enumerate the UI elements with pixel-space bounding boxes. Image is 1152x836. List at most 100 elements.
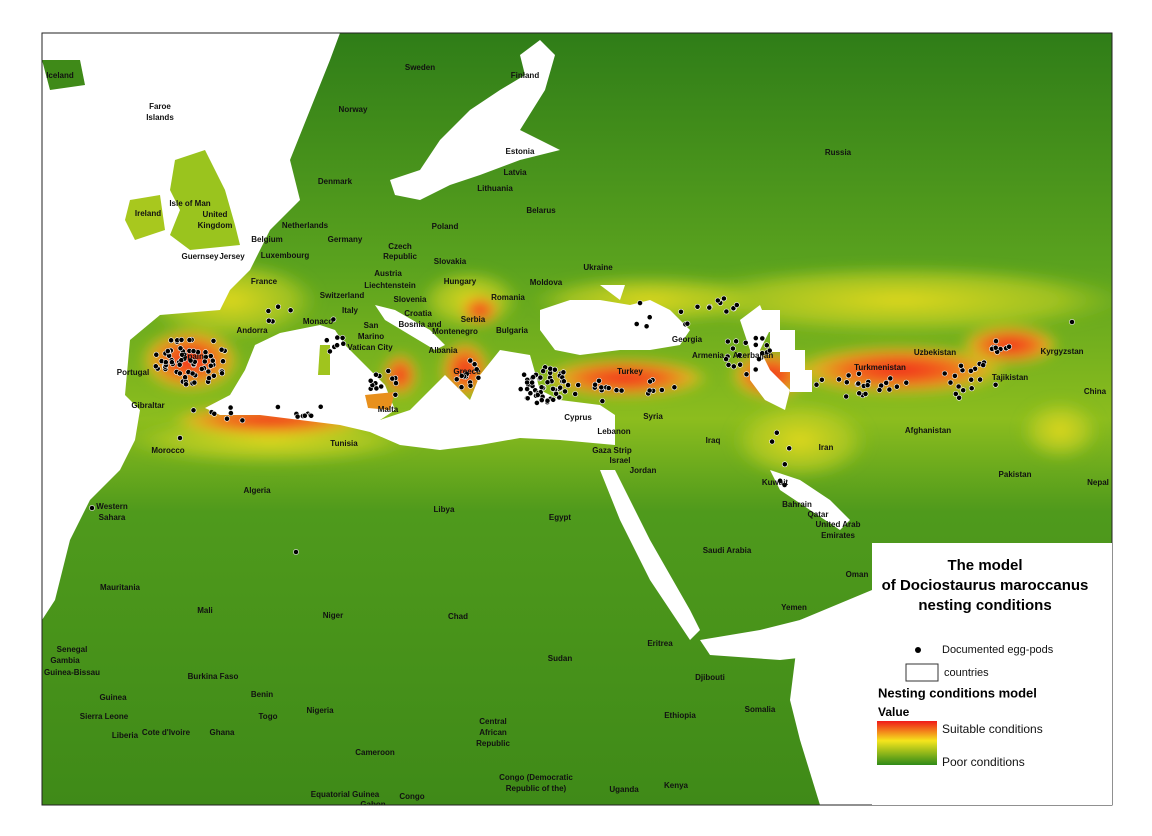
country-label: Liechtenstein	[364, 281, 416, 290]
country-label: Afghanistan	[905, 426, 951, 435]
egg-pod	[201, 358, 208, 365]
legend-country-swatch	[905, 663, 939, 682]
country-label: Morocco	[151, 446, 184, 455]
country-label: Qatar	[808, 510, 829, 519]
country-label: Jordan	[630, 466, 657, 475]
egg-pod	[164, 348, 171, 354]
egg-pod	[956, 394, 962, 401]
country-label: Djibouti	[695, 673, 725, 682]
country-label: Sudan	[548, 654, 573, 663]
egg-pod	[646, 387, 653, 394]
country-label: Gaza Strip	[592, 446, 632, 455]
country-label: Andorra	[236, 326, 268, 335]
country-label: Lebanon	[597, 427, 630, 436]
egg-pod	[958, 362, 964, 369]
country-label: Congo (Democratic	[499, 773, 573, 782]
egg-pod	[467, 382, 474, 389]
country-label: Spain	[182, 352, 204, 361]
title-line: of Dociostaurus maroccanus	[882, 577, 1089, 594]
egg-pod	[534, 399, 540, 406]
egg-pod	[856, 370, 862, 377]
egg-pod	[894, 383, 900, 390]
egg-pod	[294, 413, 301, 420]
egg-pod	[198, 365, 205, 372]
egg-pod	[572, 391, 579, 397]
egg-pod	[706, 304, 713, 311]
egg-pod	[239, 417, 246, 424]
egg-pod	[552, 366, 558, 373]
egg-pod	[836, 376, 842, 383]
egg-pod	[759, 335, 766, 342]
country-label: Slovenia	[394, 295, 427, 304]
country-label: Uganda	[609, 785, 639, 794]
country-label: San	[364, 321, 379, 330]
egg-pod	[218, 346, 225, 353]
suitability-patch	[460, 295, 500, 325]
country-label: Turkey	[617, 367, 643, 376]
country-label: Malta	[378, 405, 399, 414]
egg-pod	[301, 412, 308, 419]
legend-scale	[877, 721, 937, 765]
egg-pod	[694, 303, 701, 310]
egg-pod	[843, 379, 850, 386]
country-label: Kuwait	[762, 478, 789, 487]
country-label: Emirates	[821, 531, 855, 540]
country-label: Western	[96, 502, 128, 511]
country-label: Denmark	[318, 177, 353, 186]
egg-pod	[209, 357, 216, 364]
egg-pod	[317, 403, 324, 410]
egg-pod	[191, 379, 198, 386]
egg-pod	[724, 338, 731, 345]
country-label: Somalia	[745, 705, 776, 714]
suitability-patch	[1020, 400, 1100, 460]
country-label: Nepal	[1087, 478, 1109, 487]
title-line: nesting conditions	[918, 597, 1051, 614]
egg-pod	[592, 381, 598, 388]
egg-pod	[723, 356, 729, 362]
country-label: Burkina Faso	[188, 672, 239, 681]
country-label: Croatia	[404, 309, 432, 318]
country-label: Lithuania	[477, 184, 513, 193]
egg-pod	[980, 362, 987, 368]
country-label: Equatorial Guinea	[311, 790, 380, 799]
country-label: Belarus	[526, 206, 556, 215]
country-label: Netherlands	[282, 221, 329, 230]
egg-pod	[737, 361, 743, 368]
legend-high: Suitable conditions	[942, 722, 1043, 736]
country-label: Bosnia and	[398, 320, 441, 329]
egg-pod	[773, 429, 780, 436]
egg-pod	[952, 390, 959, 397]
egg-pod	[968, 385, 975, 392]
egg-pod	[275, 303, 281, 310]
egg-pod	[941, 370, 948, 377]
suitability-patch	[670, 265, 1112, 335]
egg-pod	[544, 397, 551, 404]
country-label: Israel	[610, 456, 631, 465]
country-label: Isle of Man	[169, 199, 210, 208]
country-label: Faroe	[149, 102, 171, 111]
egg-pod	[224, 415, 230, 422]
country-label: Azerbaijan	[733, 351, 774, 360]
egg-pod	[211, 410, 218, 417]
country-label: Estonia	[506, 147, 535, 156]
country-label: Germany	[328, 235, 363, 244]
egg-pod	[538, 384, 545, 391]
egg-pod	[769, 438, 775, 445]
egg-pod	[766, 347, 773, 354]
egg-pod	[596, 377, 602, 384]
egg-pod	[856, 390, 863, 397]
country-label: Montenegro	[432, 327, 478, 336]
egg-pod	[992, 344, 999, 351]
country-label: Guinea-Bissau	[44, 668, 100, 677]
egg-pod	[190, 407, 197, 414]
egg-pod	[647, 378, 653, 385]
egg-pod	[220, 358, 226, 365]
egg-pod	[968, 367, 974, 374]
egg-pod	[544, 379, 551, 386]
country-label: Italy	[342, 306, 359, 315]
country-label: Togo	[259, 712, 278, 721]
egg-pod	[527, 390, 534, 397]
egg-pod	[562, 388, 568, 395]
country-label: Marino	[358, 332, 384, 341]
egg-pod	[392, 391, 399, 398]
